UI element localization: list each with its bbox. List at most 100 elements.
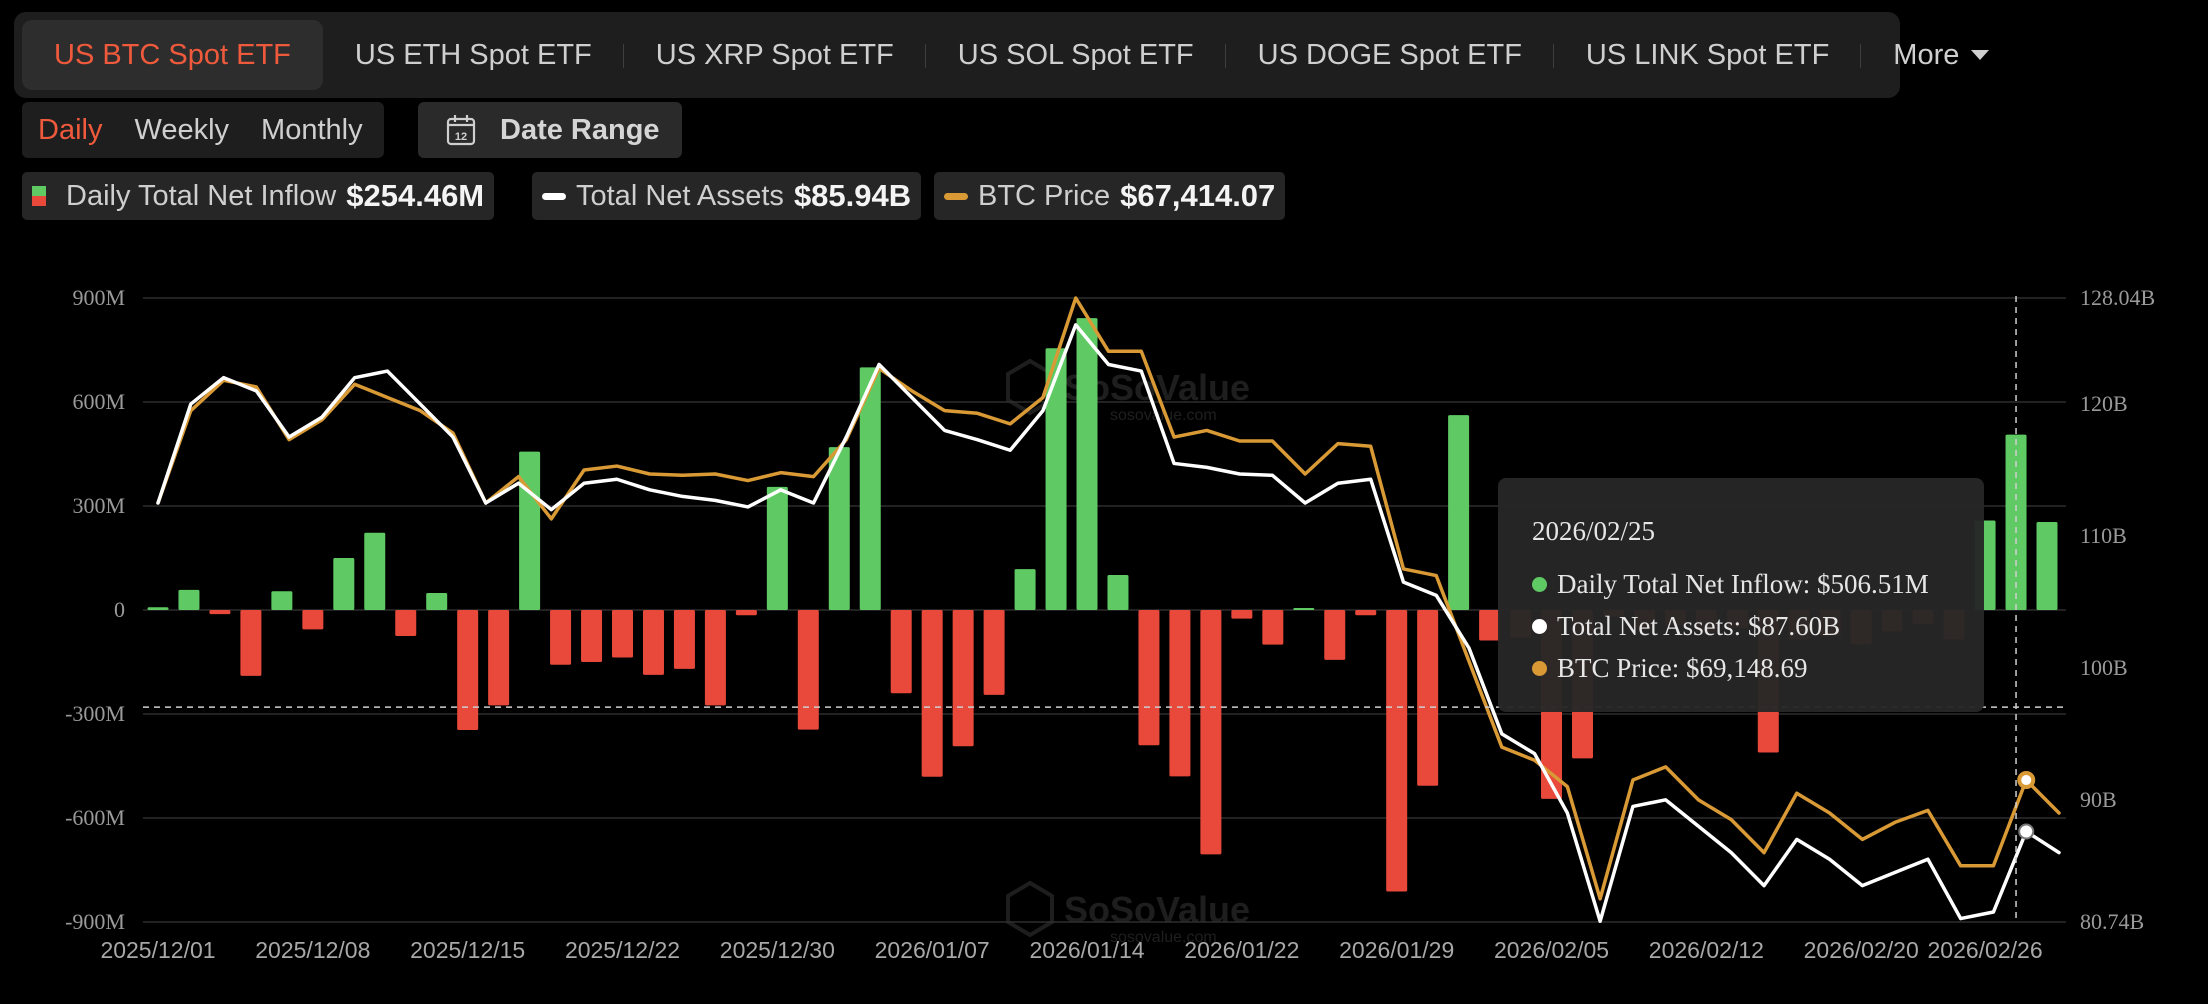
left-tick-label: 600M xyxy=(72,389,125,414)
x-tick-label: 2025/12/01 xyxy=(100,937,215,963)
calendar-icon: 12 xyxy=(446,115,476,146)
period-monthly-button[interactable]: Monthly xyxy=(261,113,363,146)
inflow-bar-negative xyxy=(952,610,974,747)
inflow-bar-negative xyxy=(890,610,912,694)
inflow-bar-positive xyxy=(2005,434,2027,610)
grid-lines xyxy=(143,297,2066,923)
inflow-bar-positive xyxy=(519,451,541,610)
inflow-bar-negative xyxy=(1324,610,1346,660)
svg-text:12: 12 xyxy=(455,131,467,143)
inflow-bar-negative xyxy=(1231,610,1253,619)
right-tick-label: 120B xyxy=(2080,391,2128,416)
legend-price-label: BTC Price xyxy=(978,179,1111,212)
inflow-bar-negative xyxy=(673,610,695,669)
inflow-bar-negative xyxy=(1386,610,1408,892)
inflow-bar-positive xyxy=(271,591,293,610)
right-tick-label: 110B xyxy=(2080,523,2127,548)
series-lines xyxy=(156,296,2061,923)
x-tick-label: 2026/01/14 xyxy=(1029,937,1144,963)
inflow-bar-positive xyxy=(147,607,169,610)
tab-us-eth-spot-etf[interactable]: US ETH Spot ETF xyxy=(354,38,592,71)
inflow-swatch-icon xyxy=(32,186,46,206)
inflow-bar-negative xyxy=(209,610,231,615)
price-dot-icon xyxy=(1532,660,1547,676)
inflow-bar-negative xyxy=(488,610,510,706)
x-tick-label: 2026/01/29 xyxy=(1339,937,1454,963)
inflow-bar-negative xyxy=(704,610,726,706)
inflow-bar-negative xyxy=(1262,610,1284,645)
axis-ticks: 900M 600M 300M 0 -300M -600M -900M 128.04B 120B 1… xyxy=(65,285,2155,963)
caret-down-icon xyxy=(1971,50,1990,60)
inflow-bar-positive xyxy=(178,589,200,610)
inflow-bar-positive xyxy=(1014,569,1036,610)
inflow-bar-negative xyxy=(921,610,943,777)
date-range-label: Date Range xyxy=(500,113,660,146)
tooltip-date: 2026/02/25 xyxy=(1532,516,1656,546)
tooltip-inflow: Daily Total Net Inflow: $506.51M xyxy=(1557,568,1929,599)
legend-assets-value: $85.94B xyxy=(793,178,912,213)
left-tick-label: -300M xyxy=(65,701,125,726)
period-daily-button[interactable]: Daily xyxy=(38,113,103,146)
x-tick-label: 2026/02/26 xyxy=(1928,937,2043,963)
inflow-bar-negative xyxy=(550,610,572,665)
inflow-bar-negative xyxy=(797,610,819,730)
inflow-bar-negative xyxy=(983,610,1005,695)
watermark-subtext: sosovalue.com xyxy=(1110,929,1217,946)
inflow-bar-positive xyxy=(364,532,386,610)
right-tick-label: 100B xyxy=(2080,655,2128,680)
legend-inflow-label: Daily Total Net Inflow xyxy=(66,179,337,212)
inflow-bar-positive xyxy=(2036,521,2058,610)
watermark-subtext: sosovalue.com xyxy=(1110,407,1217,424)
price-hover-marker xyxy=(2017,771,2036,790)
legend-price-value: $67,414.07 xyxy=(1120,178,1276,213)
watermark-text: SoSoValue xyxy=(1064,889,1250,930)
tab-us-btc-spot-etf[interactable]: US BTC Spot ETF xyxy=(22,20,323,90)
legend-assets[interactable]: Total Net Assets $85.94B xyxy=(532,172,922,220)
inflow-bar-negative xyxy=(240,610,262,676)
period-weekly-button[interactable]: Weekly xyxy=(134,113,230,146)
inflow-bar-positive xyxy=(333,558,355,610)
inflow-bar-positive xyxy=(1076,318,1098,610)
date-range-button[interactable]: 12 Date Range xyxy=(418,102,682,158)
inflow-bar-positive xyxy=(426,593,448,610)
inflow-bar-negative xyxy=(642,610,664,675)
assets-hover-marker xyxy=(2018,823,2035,840)
tooltip-price: BTC Price: $69,148.69 xyxy=(1557,652,1808,683)
tab-us-link-spot-etf[interactable]: US LINK Spot ETF xyxy=(1552,20,1861,90)
x-tick-label: 2026/02/05 xyxy=(1494,937,1609,963)
right-tick-label: 80.74B xyxy=(2080,909,2144,934)
inflow-bar-negative xyxy=(457,610,479,730)
inflow-bar-positive xyxy=(1045,348,1067,610)
inflow-bar-negative xyxy=(1417,610,1439,786)
x-tick-label: 2025/12/08 xyxy=(255,937,370,963)
sosovalue-logo-icon xyxy=(1006,880,1054,938)
x-tick-label: 2026/02/20 xyxy=(1804,937,1919,963)
legend-inflow[interactable]: Daily Total Net Inflow $254.46M xyxy=(22,172,495,220)
legend-price[interactable]: BTC Price $67,414.07 xyxy=(934,172,1286,220)
inflow-bar-positive xyxy=(1448,415,1470,610)
assets-swatch-icon xyxy=(542,192,566,200)
more-label: More xyxy=(1893,38,1960,71)
inflow-bar-negative xyxy=(612,610,634,658)
inflow-bar-positive xyxy=(859,367,881,610)
tab-us-xrp-spot-etf[interactable]: US XRP Spot ETF xyxy=(622,20,926,90)
left-tick-label: 0 xyxy=(114,597,125,622)
inflow-dot-icon xyxy=(1532,576,1547,592)
tab-more[interactable]: More xyxy=(1860,20,2021,90)
inflow-bar-negative xyxy=(395,610,417,636)
tab-us-sol-spot-etf[interactable]: US SOL Spot ETF xyxy=(924,20,1226,90)
inflow-bar-negative xyxy=(302,610,324,630)
period-selector: Daily Weekly Monthly xyxy=(22,102,384,158)
inflow-bar-negative xyxy=(1200,610,1222,855)
inflow-bar-negative xyxy=(581,610,603,662)
inflow-bar-negative xyxy=(1138,610,1160,746)
price-swatch-icon xyxy=(944,192,968,200)
tab-us-doge-spot-etf[interactable]: US DOGE Spot ETF xyxy=(1224,20,1554,90)
legend-inflow-value: $254.46M xyxy=(346,178,485,213)
left-tick-label: -600M xyxy=(65,805,125,830)
inflow-bar-negative xyxy=(1169,610,1191,777)
inflow-bar-negative xyxy=(1479,610,1501,641)
x-tick-label: 2026/02/12 xyxy=(1649,937,1764,963)
x-tick-label: 2026/01/07 xyxy=(875,937,990,963)
